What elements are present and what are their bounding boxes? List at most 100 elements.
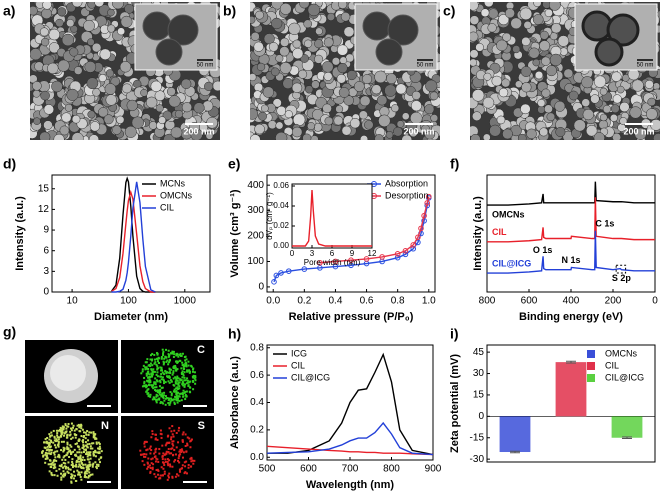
map-dot: [76, 451, 79, 454]
series-line: [487, 181, 655, 206]
map-dot: [143, 463, 146, 466]
map-dot: [151, 457, 154, 460]
map-dot: [192, 388, 195, 391]
map-dot: [82, 444, 85, 447]
error-bar: [510, 450, 520, 454]
map-dot: [167, 399, 170, 402]
map-dot: [53, 435, 56, 438]
map-dot: [66, 436, 69, 439]
particle: [32, 89, 41, 98]
particle: [288, 22, 301, 35]
map-dot: [165, 372, 168, 375]
map-dot: [170, 452, 173, 455]
series-line: [292, 189, 372, 247]
map-dot: [147, 465, 150, 468]
map-dot: [154, 433, 157, 436]
map-dot: [154, 383, 157, 386]
map-dot: [179, 448, 182, 451]
map-dot: [192, 462, 195, 465]
element-label: C: [197, 344, 205, 356]
map-dot: [73, 429, 76, 432]
map-dot: [159, 477, 162, 480]
marker: [332, 258, 339, 265]
map-dot: [60, 476, 63, 479]
map-dot: [57, 445, 60, 448]
map-dot: [178, 353, 181, 356]
map-dot: [66, 441, 69, 444]
particle: [275, 131, 288, 140]
map-dot: [177, 377, 180, 380]
map-dot: [99, 456, 102, 459]
particle: [61, 33, 75, 47]
map-dot: [176, 361, 179, 364]
map-dot: [164, 403, 167, 406]
map-dot: [73, 474, 76, 477]
map-dot: [181, 392, 184, 395]
y-tick-label: 0: [478, 411, 484, 422]
y-tick-label: 15: [38, 183, 50, 194]
map-dot: [53, 444, 56, 447]
map-dot: [48, 444, 51, 447]
particle: [104, 83, 117, 95]
map-dot: [155, 379, 158, 382]
map-dot: [87, 476, 90, 479]
map-dot: [67, 466, 70, 469]
map-dot: [79, 458, 82, 461]
particle: [69, 47, 79, 57]
map-dot: [58, 464, 61, 467]
map-dot: [48, 438, 51, 441]
map-dot: [141, 460, 144, 463]
legend-label: MCNs: [160, 178, 185, 188]
map-dot: [147, 370, 150, 373]
map-dot: [72, 424, 75, 427]
map-dot: [170, 352, 173, 355]
particle: [335, 105, 344, 114]
map-dot: [182, 363, 185, 366]
panel-label: d): [3, 156, 16, 172]
marker: [348, 257, 354, 264]
panel-label: c): [443, 3, 455, 19]
map-dot: [150, 372, 153, 375]
map-dot: [64, 423, 67, 426]
map-dot: [160, 355, 163, 358]
map-dot: [55, 429, 58, 432]
map-dot: [60, 463, 63, 466]
map-dot: [80, 451, 83, 454]
particle: [555, 126, 566, 138]
particle: [532, 58, 540, 67]
map-dot: [184, 465, 187, 468]
particle: [33, 117, 41, 125]
particle: [291, 126, 303, 138]
map-dot: [184, 433, 187, 436]
x-tick-label: 0.4: [328, 296, 342, 307]
bar: [555, 362, 587, 417]
map-dot: [146, 379, 149, 382]
particle: [88, 134, 100, 140]
map-dot: [155, 373, 158, 376]
map-dot: [66, 447, 69, 450]
map-dot: [55, 459, 58, 462]
map-dot: [60, 433, 63, 436]
x-tick-label: 600: [521, 296, 538, 307]
map-dot: [67, 447, 70, 450]
panel-label: g): [3, 324, 16, 340]
particle: [336, 73, 347, 84]
particle: [483, 2, 494, 8]
map-dot: [147, 376, 150, 379]
map-dot: [98, 448, 101, 451]
particle: [401, 112, 410, 121]
map-dot: [170, 430, 173, 433]
map-dot: [69, 449, 72, 452]
map-dot: [172, 350, 175, 353]
map-dot: [182, 365, 185, 368]
x-tick-label: 100: [120, 296, 137, 307]
map-dot: [157, 469, 160, 472]
map-dot: [57, 429, 60, 432]
map-dot: [145, 449, 148, 452]
particle: [205, 131, 214, 140]
particle: [48, 28, 61, 41]
map-dot: [176, 375, 179, 378]
particle: [275, 54, 284, 63]
particle: [279, 2, 292, 15]
y-tick-label: 0: [258, 282, 264, 293]
